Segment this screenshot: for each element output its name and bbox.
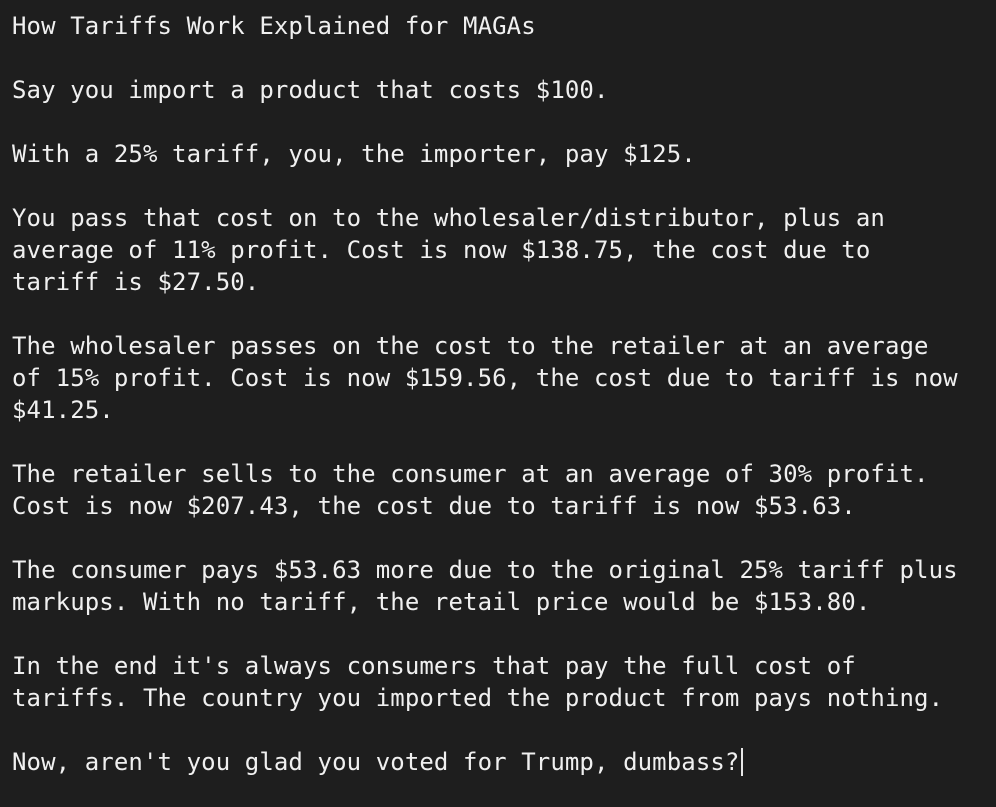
text-line: The consumer pays $53.63 more due to the… [12, 556, 958, 584]
text-line: In the end it's always consumers that pa… [12, 652, 856, 680]
text-line: Cost is now $207.43, the cost due to tar… [12, 492, 856, 520]
text-caret [741, 748, 744, 776]
text-line: You pass that cost on to the wholesaler/… [12, 204, 885, 232]
text-line: Say you import a product that costs $100… [12, 76, 609, 104]
text-line: of 15% profit. Cost is now $159.56, the … [12, 364, 958, 392]
blank-line [12, 42, 996, 74]
text-line: tariff is $27.50. [12, 268, 260, 296]
blank-line [12, 522, 996, 554]
text-line: tariffs. The country you imported the pr… [12, 684, 944, 712]
blank-line [12, 170, 996, 202]
last-line: Now, aren't you glad you voted for Trump… [12, 746, 996, 778]
blank-line [12, 714, 996, 746]
text-line: average of 11% profit. Cost is now $138.… [12, 236, 871, 264]
last-line-text: Now, aren't you glad you voted for Trump… [12, 748, 740, 776]
blank-line [12, 426, 996, 458]
text-line: The retailer sells to the consumer at an… [12, 460, 929, 488]
blank-line [12, 298, 996, 330]
blank-line [12, 618, 996, 650]
text-line: The wholesaler passes on the cost to the… [12, 332, 929, 360]
document-title: How Tariffs Work Explained for MAGAs [12, 12, 536, 40]
text-line: markups. With no tariff, the retail pric… [12, 588, 871, 616]
text-line: $41.25. [12, 396, 114, 424]
blank-line [12, 106, 996, 138]
text-line: With a 25% tariff, you, the importer, pa… [12, 140, 696, 168]
